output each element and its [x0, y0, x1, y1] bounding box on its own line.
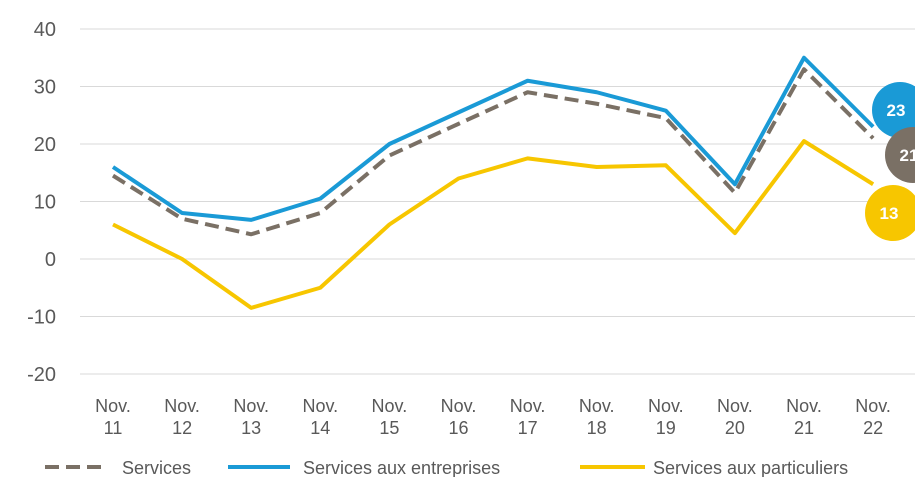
y-tick-label: 10: [34, 192, 56, 214]
x-tick-label: Nov. 18: [579, 396, 615, 438]
series-line: [111, 55, 875, 222]
x-tick-label: Nov. 16: [441, 396, 477, 438]
end-bubble: [885, 127, 915, 183]
y-tick-label: 20: [34, 134, 56, 156]
x-tick-label: Nov. 20: [717, 396, 753, 438]
series-line: [112, 139, 875, 310]
x-tick-label: Nov. 11: [95, 396, 131, 438]
x-tick-label: Nov. 19: [648, 396, 684, 438]
data-label: 21: [900, 146, 915, 165]
y-tick-label: 0: [45, 249, 56, 271]
data-label: 23: [887, 101, 906, 120]
legend-label: Services: [122, 458, 191, 477]
legend-label: Services aux entreprises: [303, 458, 500, 477]
x-tick-label: Nov. 22: [855, 396, 891, 438]
series-line: [111, 67, 875, 237]
x-tick-label: Nov. 14: [302, 396, 338, 438]
y-tick-label: 40: [34, 19, 56, 41]
x-tick-label: Nov. 17: [510, 396, 546, 438]
y-tick-label: 30: [34, 77, 56, 99]
x-tick-label: Nov. 13: [233, 396, 269, 438]
end-bubble: [872, 82, 915, 138]
x-tick-label: Nov. 12: [164, 396, 200, 438]
y-tick-label: -20: [27, 364, 56, 386]
x-tick-label: Nov. 15: [372, 396, 408, 438]
data-label: 13: [880, 204, 899, 223]
y-tick-label: -10: [27, 307, 56, 329]
legend-label: Services aux particuliers: [653, 458, 848, 477]
x-tick-label: Nov. 21: [786, 396, 822, 438]
end-bubble: [865, 185, 915, 241]
